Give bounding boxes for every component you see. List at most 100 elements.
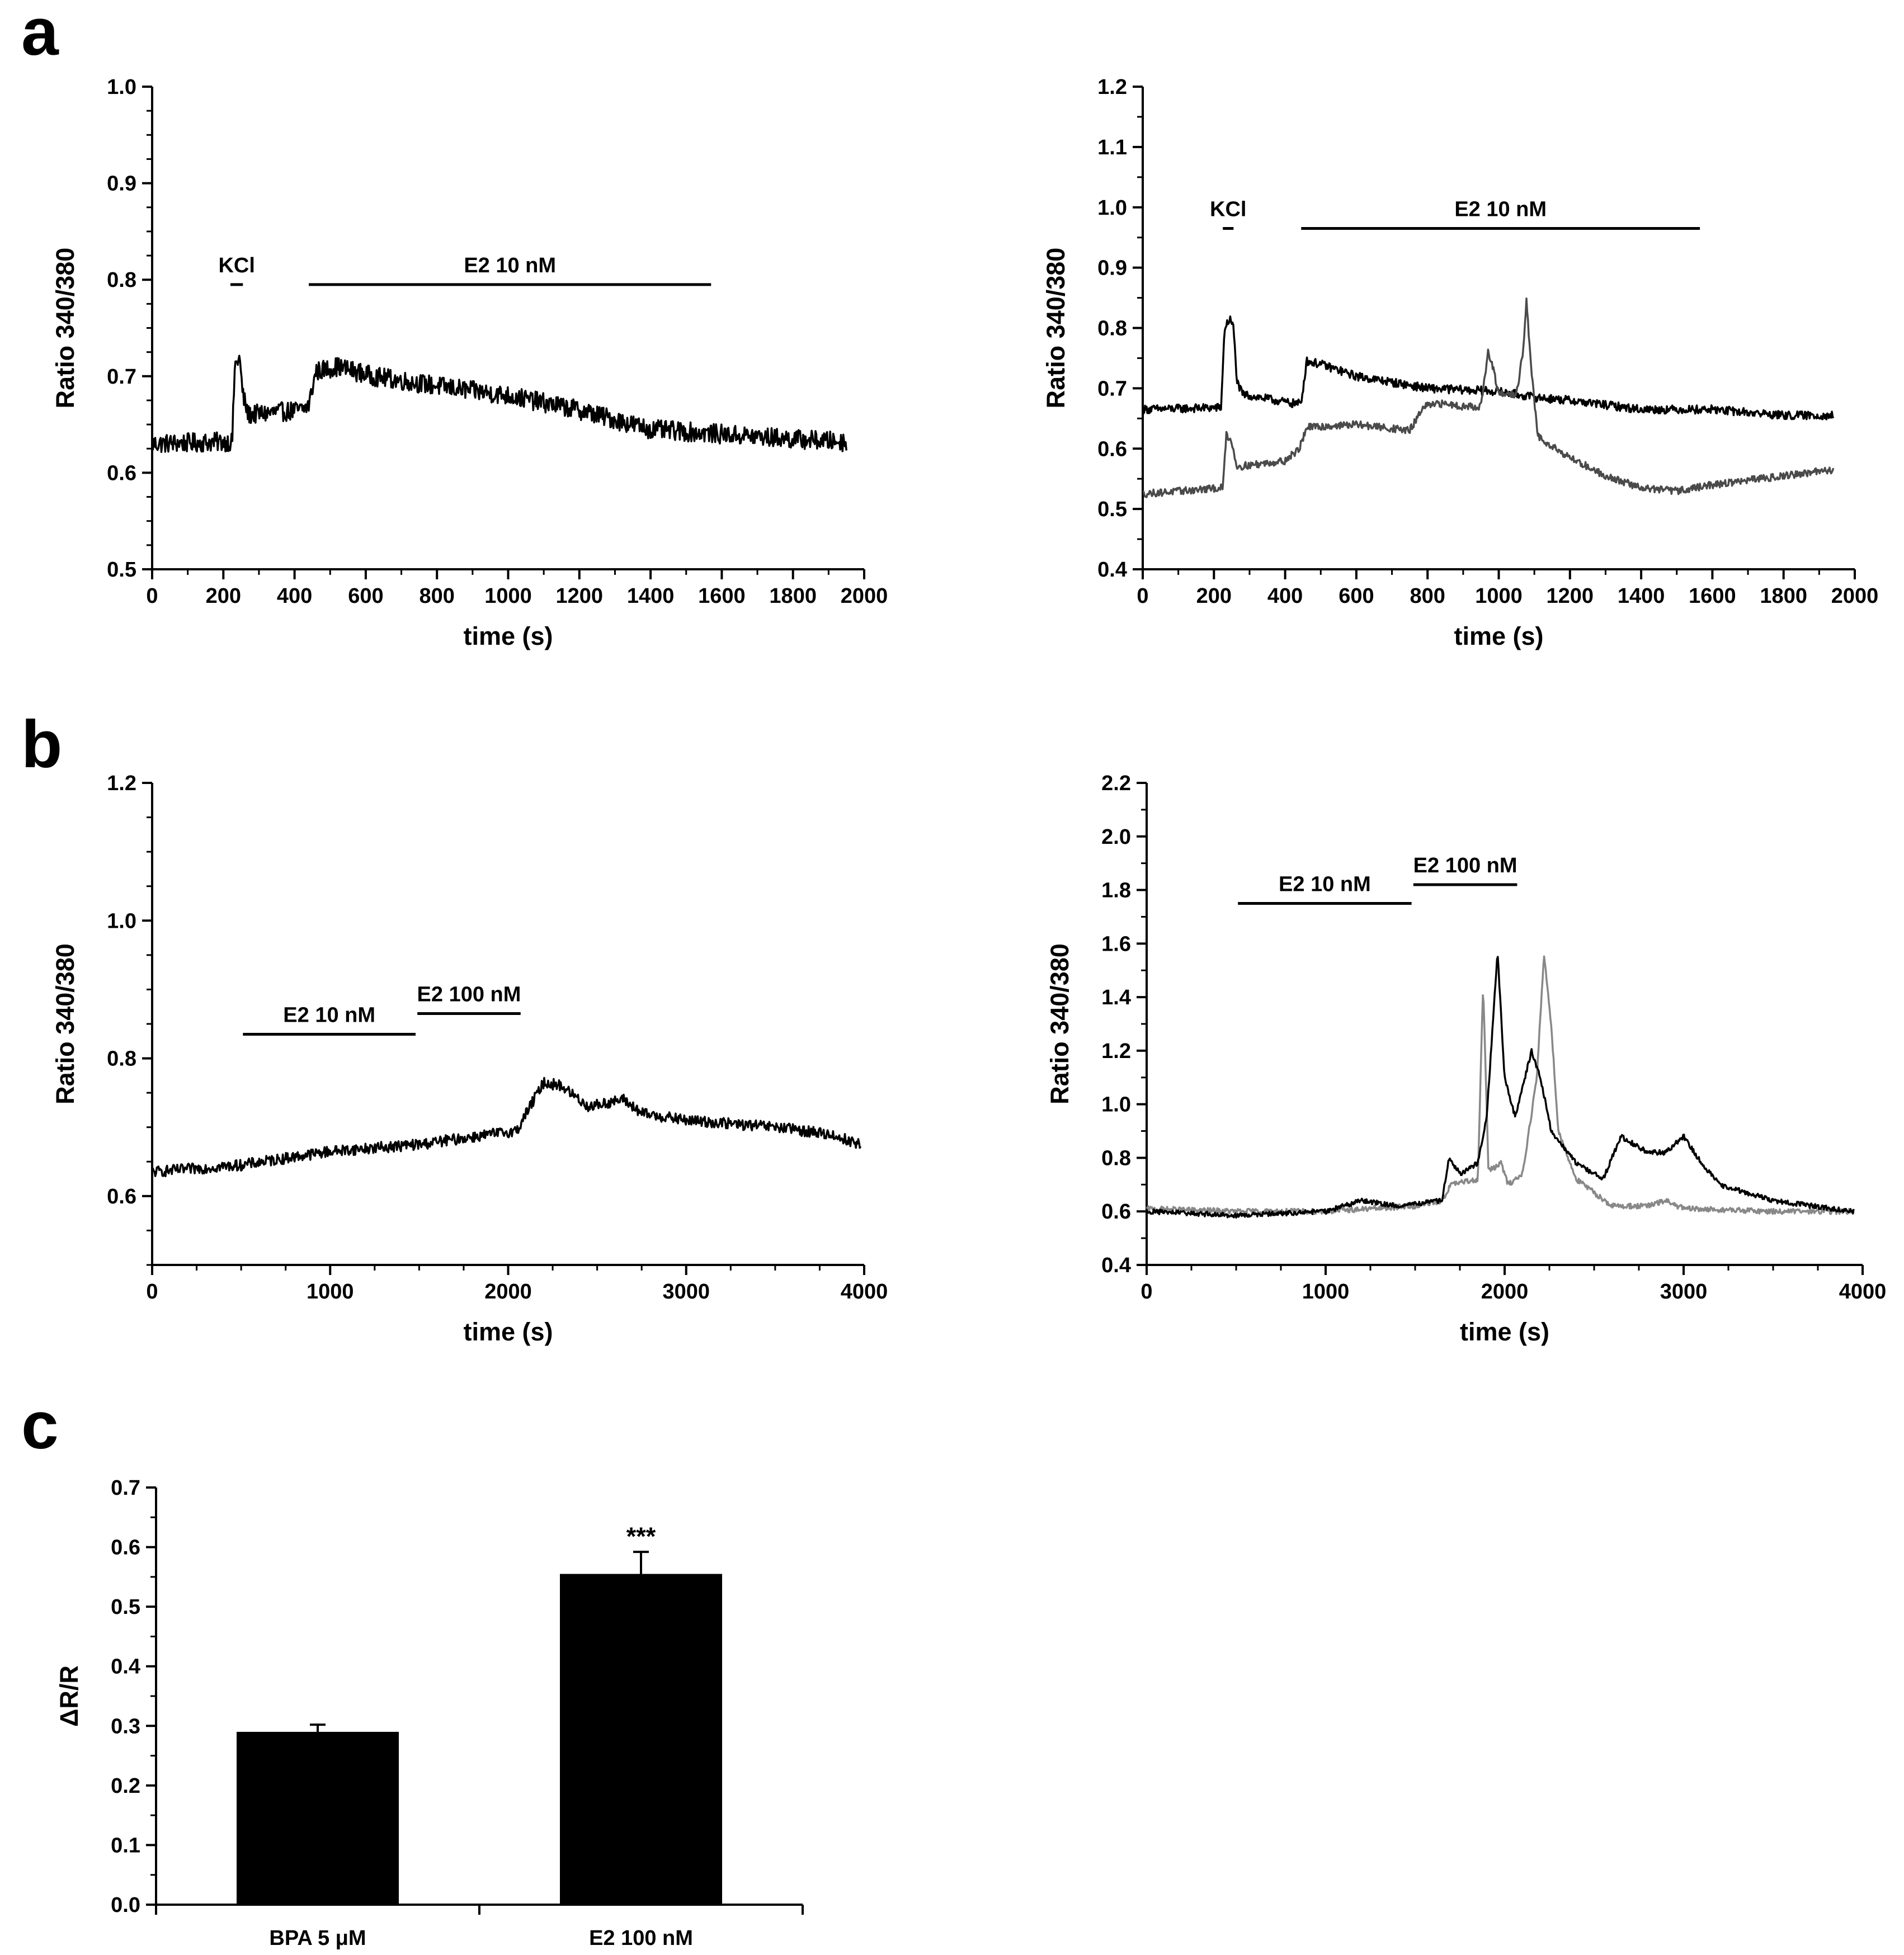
x-tick-label: 1200 [1547, 584, 1594, 608]
x-tick-label: 800 [419, 584, 454, 608]
x-tick-label: 2000 [484, 1280, 532, 1304]
bar [560, 1574, 722, 1905]
series-line [151, 355, 847, 454]
y-tick-label: 2.2 [1101, 772, 1131, 795]
y-tick-label: 0.4 [1101, 1254, 1131, 1277]
x-tick-label: 600 [1339, 584, 1374, 608]
x-tick-label: 1000 [484, 584, 532, 608]
x-tick-label: 1800 [1760, 584, 1807, 608]
y-tick-label: 0.7 [1097, 377, 1127, 400]
y-tick-label: 0.6 [107, 1185, 136, 1208]
y-tick-label: 0.4 [1097, 558, 1127, 582]
x-tick-label: 1200 [556, 584, 604, 608]
y-axis-label: ΔR/R [55, 1665, 83, 1727]
x-tick-label: 1000 [1302, 1280, 1350, 1304]
y-tick-label: 0.0 [111, 1893, 140, 1917]
y-tick-label: 1.2 [107, 772, 136, 795]
y-tick-label: 0.9 [1097, 257, 1127, 280]
y-tick-label: 1.4 [1101, 986, 1131, 1009]
y-tick-label: 0.5 [107, 558, 136, 582]
x-tick-label: 4000 [841, 1280, 888, 1304]
y-axis-label: Ratio 340/380 [51, 248, 79, 409]
y-tick-label: 0.3 [111, 1715, 140, 1738]
x-tick-label: 0 [1137, 584, 1148, 608]
y-tick-label: 1.0 [107, 909, 136, 933]
x-tick-label: 2000 [841, 584, 888, 608]
x-axis-label: time (s) [463, 622, 553, 650]
chart-a-right: 0 200 400 600 800 1000 1200 1400 1600 1800 2000 0.4… [1041, 75, 1878, 650]
x-tick-label: 400 [277, 584, 312, 608]
y-axis-label: Ratio 340/380 [51, 943, 79, 1104]
y-tick-label: 1.2 [1097, 75, 1127, 99]
annotation-label: E2 10 nM [283, 1003, 375, 1027]
x-tick-label: 1000 [1475, 584, 1523, 608]
x-tick-label: 3000 [1660, 1280, 1708, 1304]
y-tick-label: 0.8 [107, 1047, 136, 1071]
x-tick-label: 0 [146, 584, 158, 608]
category-label: E2 100 nM [589, 1926, 693, 1950]
x-tick-label: 2000 [1831, 584, 1879, 608]
annotation-label: E2 100 nM [1413, 854, 1517, 877]
series-line [1142, 315, 1835, 421]
x-tick-label: 800 [1410, 584, 1445, 608]
x-tick-label: 200 [1196, 584, 1232, 608]
x-tick-label: 0 [1140, 1280, 1152, 1304]
annotation-label: KCl [218, 254, 255, 277]
panel-label-b: b [21, 707, 62, 782]
y-tick-label: 1.0 [1101, 1093, 1131, 1117]
y-tick-label: 0.6 [107, 461, 136, 485]
annotation-label: E2 10 nM [464, 254, 556, 277]
x-tick-label: 200 [206, 584, 241, 608]
series-line [1146, 956, 1855, 1219]
y-axis-label: Ratio 340/380 [1045, 943, 1074, 1104]
panel-label-a: a [21, 0, 59, 69]
x-tick-label: 1400 [627, 584, 675, 608]
chart-c-bar: 0.0 0.1 0.2 0.3 0.4 0.5 0.6 0.7 ΔR/R BPA 5 μM E2 1… [55, 1476, 804, 1950]
annotation-label: E2 100 nM [417, 983, 521, 1007]
y-tick-label: 0.8 [1101, 1146, 1131, 1170]
y-tick-label: 1.8 [1101, 879, 1131, 903]
x-axis-label: time (s) [463, 1318, 553, 1346]
x-tick-label: 3000 [662, 1280, 710, 1304]
x-tick-label: 2000 [1481, 1280, 1529, 1304]
panel-label-c: c [21, 1388, 59, 1463]
y-tick-label: 1.2 [1101, 1040, 1131, 1063]
y-tick-label: 0.5 [1097, 498, 1127, 521]
x-axis-label: time (s) [1454, 622, 1543, 650]
category-label: BPA 5 μM [269, 1926, 366, 1950]
annotation-label: E2 10 nM [1279, 873, 1371, 896]
y-tick-label: 1.6 [1101, 932, 1131, 956]
y-tick-label: 0.9 [107, 172, 136, 196]
y-tick-label: 0.7 [111, 1476, 140, 1500]
y-tick-label: 0.8 [107, 268, 136, 292]
y-tick-label: 1.1 [1097, 136, 1127, 159]
x-tick-label: 0 [146, 1280, 158, 1304]
y-tick-label: 0.7 [107, 365, 136, 389]
y-tick-label: 0.2 [111, 1774, 140, 1798]
annotation-label: E2 10 nM [1454, 198, 1547, 221]
y-tick-label: 1.0 [107, 75, 136, 99]
chart-a-left: 0 200 400 600 800 1000 1200 1400 1600 1800 2000 0.5… [51, 75, 888, 650]
y-tick-label: 0.1 [111, 1834, 140, 1857]
y-tick-label: 0.6 [1101, 1200, 1131, 1224]
series-line [1146, 955, 1855, 1215]
x-tick-label: 1800 [769, 584, 817, 608]
x-tick-label: 400 [1267, 584, 1303, 608]
series-line [1142, 298, 1835, 498]
y-axis-label: Ratio 340/380 [1041, 248, 1070, 409]
x-tick-label: 4000 [1839, 1280, 1887, 1304]
x-axis-label: time (s) [1460, 1318, 1549, 1346]
series-line [152, 1076, 862, 1178]
y-tick-label: 0.6 [1097, 437, 1127, 461]
x-tick-label: 1000 [307, 1280, 354, 1304]
chart-b-right: 0 1000 2000 3000 4000 0.4 0.6 0.8 1.0 1.2 1.4 1.6 1.… [1045, 772, 1886, 1346]
y-tick-label: 0.8 [1097, 317, 1127, 341]
chart-b-left: 0 1000 2000 3000 4000 0.6 0.8 1.0 1.2 time (s) Rat… [51, 772, 888, 1346]
x-tick-label: 1600 [1689, 584, 1736, 608]
y-tick-label: 0.5 [111, 1595, 140, 1619]
y-tick-label: 0.6 [111, 1536, 140, 1560]
y-tick-label: 0.4 [111, 1655, 140, 1679]
annotation-label: KCl [1210, 198, 1246, 221]
x-tick-label: 1400 [1618, 584, 1665, 608]
